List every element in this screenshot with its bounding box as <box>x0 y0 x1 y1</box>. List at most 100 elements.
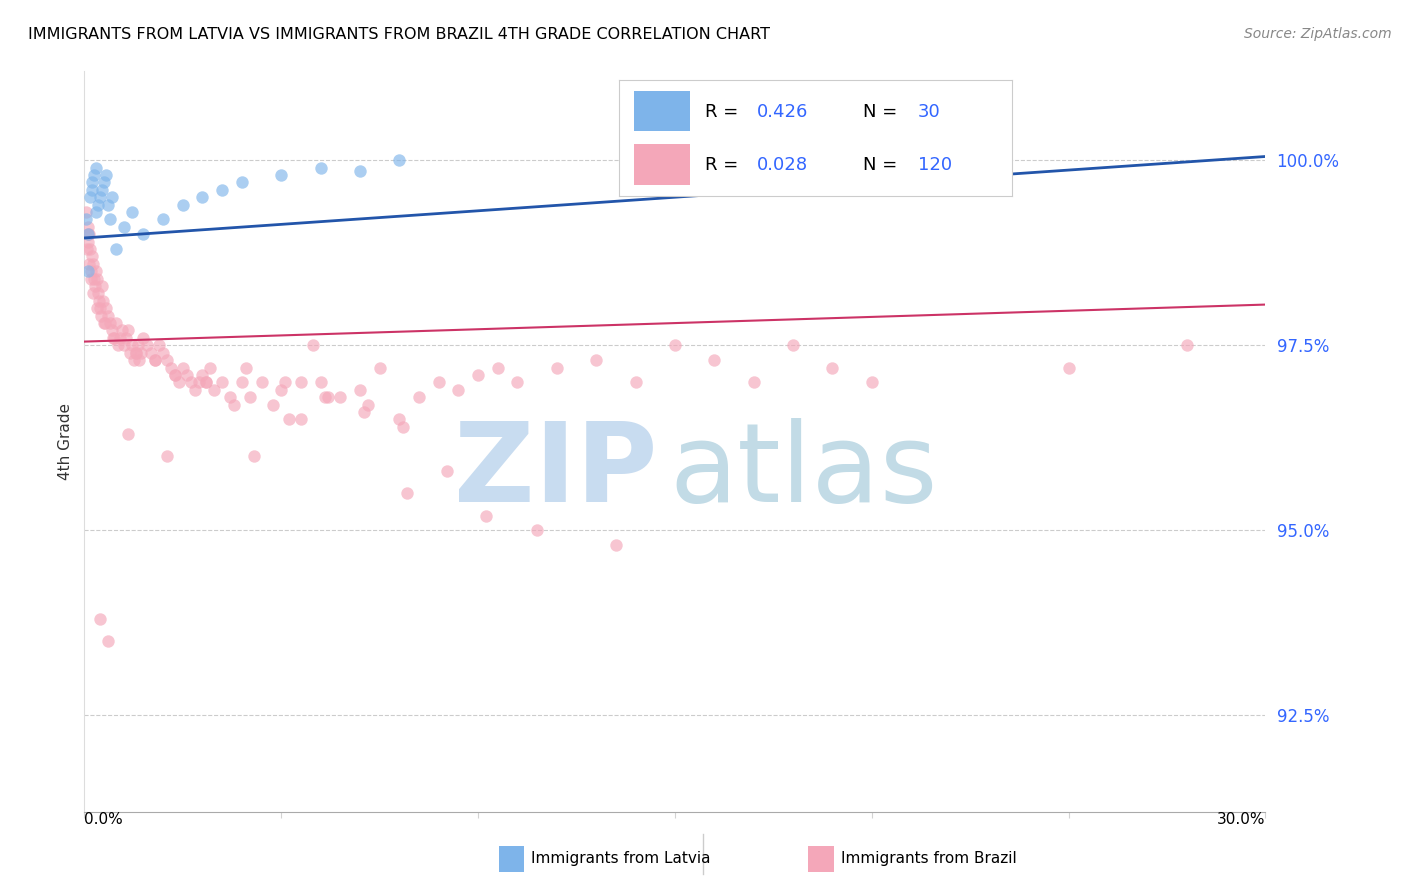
Point <box>250 376 273 390</box>
Text: N =: N = <box>863 156 903 174</box>
Point <box>163 368 186 382</box>
Point <box>211 183 233 197</box>
Point <box>235 360 257 375</box>
Point <box>83 271 105 285</box>
Text: 120: 120 <box>918 156 952 174</box>
Point <box>82 250 104 264</box>
Point <box>353 405 375 419</box>
Point <box>270 383 292 397</box>
Point <box>329 390 352 404</box>
Point <box>278 412 301 426</box>
Point <box>90 309 112 323</box>
Point <box>314 390 336 404</box>
Point <box>112 219 135 234</box>
Point <box>82 176 104 190</box>
Point <box>124 345 146 359</box>
Point <box>274 376 297 390</box>
Point <box>98 316 121 330</box>
Point <box>91 293 114 308</box>
Point <box>101 324 124 338</box>
Point <box>77 235 100 249</box>
Point <box>388 412 411 426</box>
Point <box>104 316 127 330</box>
Point <box>152 212 174 227</box>
Point <box>79 242 101 256</box>
Point <box>231 376 253 390</box>
Point <box>143 353 166 368</box>
Point <box>132 227 155 242</box>
Point <box>1057 360 1080 375</box>
Point <box>89 612 111 626</box>
Text: Source: ZipAtlas.com: Source: ZipAtlas.com <box>1244 27 1392 41</box>
FancyBboxPatch shape <box>634 91 689 131</box>
Text: IMMIGRANTS FROM LATVIA VS IMMIGRANTS FROM BRAZIL 4TH GRADE CORRELATION CHART: IMMIGRANTS FROM LATVIA VS IMMIGRANTS FRO… <box>28 27 770 42</box>
Point <box>349 164 371 178</box>
Point <box>506 376 529 390</box>
Point <box>195 376 218 390</box>
Point <box>84 264 107 278</box>
Point <box>742 376 765 390</box>
Point <box>191 190 214 204</box>
Point <box>156 450 179 464</box>
Point <box>546 360 568 375</box>
Point <box>75 205 97 219</box>
Point <box>231 176 253 190</box>
Point <box>242 450 264 464</box>
Point <box>79 257 101 271</box>
Point <box>172 360 194 375</box>
Point <box>160 360 183 375</box>
Y-axis label: 4th Grade: 4th Grade <box>58 403 73 480</box>
Text: N =: N = <box>863 103 903 120</box>
Point <box>77 227 100 242</box>
Point <box>436 464 458 478</box>
Text: R =: R = <box>706 103 744 120</box>
Point <box>1175 338 1198 352</box>
Point <box>80 264 103 278</box>
Point <box>821 360 844 375</box>
Point <box>97 634 120 648</box>
Point <box>270 168 292 182</box>
Point <box>128 353 150 368</box>
Point <box>368 360 391 375</box>
Point <box>98 212 121 227</box>
Point <box>309 161 332 175</box>
Point <box>309 376 332 390</box>
Point <box>87 197 110 211</box>
Point <box>392 419 415 434</box>
Point <box>475 508 498 523</box>
FancyBboxPatch shape <box>634 144 689 185</box>
Point <box>87 286 110 301</box>
Point <box>89 190 111 204</box>
Point <box>84 161 107 175</box>
Point <box>76 227 98 242</box>
Point <box>118 345 141 359</box>
Point <box>172 197 194 211</box>
Point <box>93 176 115 190</box>
Point <box>101 190 124 204</box>
Point <box>84 205 107 219</box>
Point <box>77 227 100 242</box>
Text: 0.0%: 0.0% <box>84 812 124 827</box>
Point <box>91 183 114 197</box>
Point <box>114 331 136 345</box>
Point <box>222 398 245 412</box>
Point <box>262 398 284 412</box>
Point <box>82 183 104 197</box>
Point <box>664 338 686 352</box>
Point <box>104 242 127 256</box>
Point <box>180 376 202 390</box>
Point <box>121 205 143 219</box>
Point <box>200 360 222 375</box>
Point <box>94 168 117 182</box>
Point <box>97 197 120 211</box>
Point <box>97 309 120 323</box>
Point <box>301 338 323 352</box>
Point <box>132 331 155 345</box>
Point <box>486 360 509 375</box>
Point <box>101 331 124 345</box>
Point <box>318 390 340 404</box>
Point <box>82 286 104 301</box>
Point <box>447 383 470 397</box>
Point <box>167 376 190 390</box>
Point <box>388 153 411 168</box>
